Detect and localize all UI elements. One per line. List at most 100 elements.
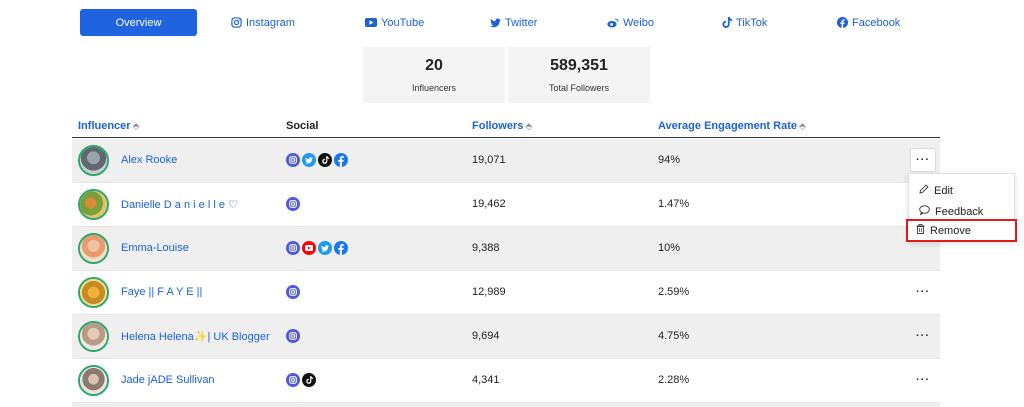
engagement-value: 2.28% xyxy=(658,374,690,386)
trash-icon xyxy=(916,224,925,237)
instagram-icon[interactable] xyxy=(286,197,300,211)
social-icons xyxy=(286,241,348,255)
tab-twitter-label: Twitter xyxy=(505,16,538,29)
tiktok-icon[interactable] xyxy=(302,373,316,387)
table-row: Alex Rooke 19,071 94% ··· xyxy=(72,139,940,183)
row-actions-button[interactable]: ··· xyxy=(910,148,936,172)
table-header: Influencer ⬘ Social Followers ⬘ Average En… xyxy=(72,116,940,138)
stat-influencers-label: Influencers xyxy=(411,83,457,93)
followers-value: 19,462 xyxy=(472,198,506,210)
followers-value: 4,341 xyxy=(472,374,500,386)
table-row: Danielle D a n i e l l e ♡ 19,462 1.47% xyxy=(72,183,940,227)
tab-instagram[interactable]: Instagram xyxy=(231,9,295,36)
table-row: Helena Helena✨| UK Blogger 9,694 4.75% ·… xyxy=(72,315,940,359)
instagram-icon[interactable] xyxy=(286,373,300,387)
tiktok-icon[interactable] xyxy=(318,153,332,167)
youtube-icon xyxy=(365,18,377,27)
header-engagement[interactable]: Average Engagement Rate ⬘ xyxy=(658,120,806,132)
header-social: Social xyxy=(286,120,318,132)
row-actions-button[interactable]: ··· xyxy=(916,330,930,342)
followers-value: 12,989 xyxy=(472,286,506,298)
header-followers-label: Followers xyxy=(472,120,524,132)
instagram-icon[interactable] xyxy=(286,329,300,343)
tab-tiktok-label: TikTok xyxy=(736,16,768,29)
menu-item-remove-label: Remove xyxy=(930,224,971,237)
stat-influencers: 20 Influencers xyxy=(363,47,505,103)
social-icons xyxy=(286,153,348,167)
social-icons xyxy=(286,197,300,211)
social-icons xyxy=(286,373,316,387)
table-row xyxy=(72,403,940,407)
instagram-icon xyxy=(231,17,242,28)
row-actions-button[interactable]: ··· xyxy=(916,374,930,386)
tab-overview-label: Overview xyxy=(115,16,162,29)
facebook-icon[interactable] xyxy=(334,153,348,167)
weibo-icon xyxy=(607,18,619,28)
row-actions-button[interactable]: ··· xyxy=(916,286,930,298)
tab-twitter[interactable]: Twitter xyxy=(490,9,537,36)
table-row: Jade jADE Sullivan 4,341 2.28% ··· xyxy=(72,359,940,403)
avatar[interactable] xyxy=(78,365,109,396)
platform-tabs: Overview Instagram YouTube Twitter Weibo xyxy=(80,9,940,36)
social-icons xyxy=(286,285,300,299)
instagram-icon[interactable] xyxy=(286,285,300,299)
twitter-icon[interactable] xyxy=(302,153,316,167)
influencer-name[interactable]: Helena Helena✨| UK Blogger xyxy=(121,331,270,343)
avatar[interactable] xyxy=(78,189,109,220)
stat-total-followers-label: Total Followers xyxy=(548,83,610,93)
header-engagement-label: Average Engagement Rate xyxy=(658,120,797,132)
tab-weibo[interactable]: Weibo xyxy=(607,9,654,36)
avatar[interactable] xyxy=(78,277,109,308)
tab-facebook-label: Facebook xyxy=(852,16,901,29)
header-followers[interactable]: Followers ⬘ xyxy=(472,120,532,132)
facebook-icon[interactable] xyxy=(334,241,348,255)
followers-value: 9,694 xyxy=(472,330,500,342)
avatar[interactable] xyxy=(78,145,109,176)
menu-item-remove[interactable]: Remove xyxy=(906,219,1017,242)
menu-item-feedback[interactable]: Feedback xyxy=(919,205,983,218)
tab-tiktok[interactable]: TikTok xyxy=(722,9,767,36)
tab-youtube-label: YouTube xyxy=(381,16,425,29)
sort-icon: ⬘ xyxy=(525,121,533,131)
tiktok-icon xyxy=(722,17,732,28)
sort-icon: ⬘ xyxy=(798,121,806,131)
avatar[interactable] xyxy=(78,321,109,352)
twitter-icon xyxy=(490,18,501,28)
facebook-icon xyxy=(837,17,848,28)
influencer-name[interactable]: Faye || F A Y E || xyxy=(121,286,203,298)
table-row: Emma-Louise 9,388 10% xyxy=(72,227,940,271)
stat-total-followers: 589,351 Total Followers xyxy=(508,47,650,103)
stat-influencers-value: 20 xyxy=(425,57,443,74)
header-influencer[interactable]: Influencer ⬘ xyxy=(78,120,140,132)
comment-icon xyxy=(919,205,930,218)
engagement-value: 10% xyxy=(658,242,681,254)
followers-value: 9,388 xyxy=(472,242,500,254)
influencer-name[interactable]: Emma-Louise xyxy=(121,242,189,254)
tab-instagram-label: Instagram xyxy=(246,16,295,29)
influencer-name[interactable]: Alex Rooke xyxy=(121,154,178,166)
header-social-label: Social xyxy=(286,120,319,132)
menu-item-edit[interactable]: Edit xyxy=(919,184,953,197)
tab-overview[interactable]: Overview xyxy=(80,9,197,36)
tab-facebook[interactable]: Facebook xyxy=(837,9,900,36)
engagement-value: 1.47% xyxy=(658,198,690,210)
menu-item-feedback-label: Feedback xyxy=(935,205,984,218)
menu-item-edit-label: Edit xyxy=(934,184,953,197)
instagram-icon[interactable] xyxy=(286,153,300,167)
engagement-value: 94% xyxy=(658,154,681,166)
instagram-icon[interactable] xyxy=(286,241,300,255)
pencil-icon xyxy=(919,184,929,197)
twitter-icon[interactable] xyxy=(318,241,332,255)
header-influencer-label: Influencer xyxy=(78,120,131,132)
stat-total-followers-value: 589,351 xyxy=(550,57,608,74)
influencer-name[interactable]: Jade jADE Sullivan xyxy=(121,374,215,386)
avatar[interactable] xyxy=(78,233,109,264)
tab-youtube[interactable]: YouTube xyxy=(365,9,424,36)
tab-weibo-label: Weibo xyxy=(623,16,654,29)
influencer-table: Alex Rooke 19,071 94% ··· Danielle D a n… xyxy=(72,139,940,407)
youtube-icon[interactable] xyxy=(302,241,316,255)
sort-icon: ⬘ xyxy=(132,121,140,131)
followers-value: 19,071 xyxy=(472,154,506,166)
engagement-value: 4.75% xyxy=(658,330,690,342)
influencer-name[interactable]: Danielle D a n i e l l e ♡ xyxy=(121,199,238,211)
